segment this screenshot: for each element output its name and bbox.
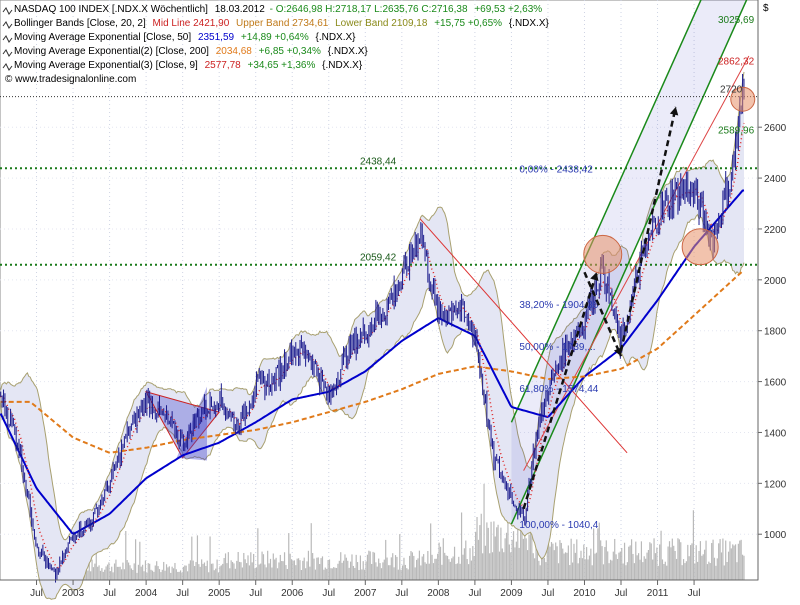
legend-row-2: Bollinger Bands [Close, 20, 2] Mid Line … [14,18,550,29]
volume-bars [73,483,745,580]
x-tick-label: Jul [468,588,481,599]
level-label: 2059,42 [360,253,397,264]
bollinger-band-area [0,71,744,600]
watermark: © www.tradesignalonline.com [5,74,136,85]
trend-arrow [522,271,598,510]
indicator-line-icon [2,21,13,29]
axes: 1000 1200 1400 1600 1800 2000 2200 2400 2600 Jul 2… [0,0,787,599]
x-tick-label: 2011 [647,588,669,599]
price-bars [0,73,745,583]
highlight-circle [730,86,756,112]
x-tick-label: Jul [176,588,189,599]
right-price-label: 3025,69 [718,15,755,26]
x-tick-label: Jul [249,588,262,599]
currency-symbol: $ [763,3,769,14]
x-tick-label: 2003 [62,588,85,599]
y-tick-label: 1800 [764,327,787,338]
legend-row-3: Moving Average Exponential [Close, 50] 2… [14,32,356,43]
highlight-circle [681,228,719,266]
x-tick-label: Jul [103,588,116,599]
legend-row-5: Moving Average Exponential(3) [Close, 9]… [14,60,363,71]
level-label: 2438,44 [360,156,397,167]
indicator-line-icon [2,49,13,57]
x-tick-label: Jul [395,588,408,599]
y-tick-label: 2400 [764,174,787,185]
trend-arrow [583,271,623,357]
y-tick-label: 1000 [764,530,787,541]
triangle-pattern [145,390,221,459]
legend-row-1: NASDAQ 100 INDEX [.NDX.X Wöchentlich] 18… [14,4,542,15]
right-price-label: 2862,32 [718,56,755,67]
fib-level-label: 0,00% - 2438,42 [519,164,593,175]
series-line-icon [2,7,13,15]
y-tick-label: 2200 [764,225,787,236]
highlight-circle [583,234,623,274]
fib-level-label: 50,00% - 1739,... [519,342,595,353]
x-tick-label: 2008 [427,588,450,599]
x-tick-label: 2005 [208,588,231,599]
x-tick-label: Jul [688,588,701,599]
x-tick-label: Jul [615,588,628,599]
channel-upper-line [510,0,702,423]
indicator-line-icon [2,35,13,43]
legend-row-4: Moving Average Exponential(2) [Close, 20… [14,46,368,57]
downtrend-line [419,218,628,454]
y-tick-label: 1200 [764,479,787,490]
channel-lower-line [510,0,748,525]
indicator-line-icon [2,63,13,71]
overlays: 0,00% - 2438,42 38,20% - 1904,36 50,00% - … [360,15,756,531]
trend-arrow [619,106,678,352]
x-tick-label: Jul [542,588,555,599]
triangle-pattern [176,386,208,461]
x-tick-label: Jul [30,588,43,599]
x-tick-label: 2004 [135,588,158,599]
arrow-head [669,106,679,116]
y-tick-label: 1400 [764,428,787,439]
y-tick-label: 2000 [764,276,787,287]
arrow-head [613,347,622,357]
x-tick-label: 2009 [500,588,523,599]
ema-9-line [0,122,745,569]
right-price-label: 2589,96 [718,126,755,137]
arrow-head [590,272,599,282]
x-tick-label: 2010 [573,588,596,599]
legend: NASDAQ 100 INDEX [.NDX.X Wöchentlich] 18… [2,3,769,85]
x-tick-label: 2007 [354,588,377,599]
level-label: 2720 [720,85,743,96]
y-tick-label: 1600 [764,378,787,389]
ema-200-line [0,270,745,454]
annotations [0,0,758,525]
x-tick-label: 2006 [281,588,304,599]
fib-level-label: 38,20% - 1904,36 [519,300,598,311]
y-tick-label: 2600 [764,123,787,134]
fib-level-label: 100,00% - 1040,4 [519,520,598,531]
x-tick-label: Jul [322,588,335,599]
